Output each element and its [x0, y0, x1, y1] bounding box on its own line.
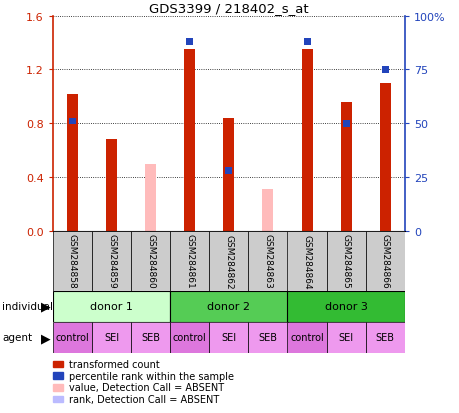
- Bar: [248, 322, 287, 353]
- Bar: [186, 39, 193, 46]
- Bar: [303, 39, 310, 46]
- Text: rank, Detection Call = ABSENT: rank, Detection Call = ABSENT: [68, 394, 218, 404]
- Text: ▶: ▶: [41, 300, 50, 313]
- Bar: [131, 231, 170, 291]
- Bar: [365, 231, 404, 291]
- Bar: [326, 231, 365, 291]
- Bar: [53, 291, 170, 322]
- Text: SEI: SEI: [104, 332, 119, 343]
- Text: donor 1: donor 1: [90, 301, 133, 312]
- Text: donor 2: donor 2: [207, 301, 250, 312]
- Bar: [170, 231, 209, 291]
- Text: percentile rank within the sample: percentile rank within the sample: [68, 371, 233, 381]
- Bar: [170, 322, 209, 353]
- Text: agent: agent: [2, 332, 32, 343]
- Bar: [209, 231, 248, 291]
- Text: transformed count: transformed count: [68, 359, 159, 369]
- Text: SEB: SEB: [375, 332, 394, 343]
- Bar: [365, 322, 404, 353]
- Bar: [67, 95, 78, 231]
- Text: GSM284866: GSM284866: [380, 234, 389, 289]
- Bar: [287, 231, 326, 291]
- Bar: [131, 322, 170, 353]
- Bar: [223, 119, 234, 231]
- Bar: [53, 231, 92, 291]
- Text: GSM284859: GSM284859: [107, 234, 116, 289]
- Bar: [340, 102, 351, 231]
- Text: control: control: [173, 332, 206, 343]
- Bar: [92, 231, 131, 291]
- Text: GSM284863: GSM284863: [263, 234, 272, 289]
- Text: SEB: SEB: [141, 332, 160, 343]
- Text: control: control: [56, 332, 89, 343]
- Title: GDS3399 / 218402_s_at: GDS3399 / 218402_s_at: [149, 2, 308, 15]
- Text: control: control: [290, 332, 323, 343]
- Bar: [170, 291, 287, 322]
- Bar: [225, 168, 232, 175]
- Bar: [287, 322, 326, 353]
- Bar: [69, 119, 76, 125]
- Bar: [106, 140, 117, 231]
- Text: SEB: SEB: [258, 332, 277, 343]
- Text: GSM284864: GSM284864: [302, 234, 311, 288]
- Text: ▶: ▶: [41, 331, 50, 344]
- Bar: [184, 50, 195, 231]
- Text: SEI: SEI: [338, 332, 353, 343]
- Bar: [248, 231, 287, 291]
- Bar: [326, 322, 365, 353]
- Bar: [287, 291, 404, 322]
- Bar: [301, 50, 312, 231]
- Text: donor 3: donor 3: [324, 301, 367, 312]
- Bar: [379, 83, 390, 231]
- Bar: [342, 121, 349, 127]
- Text: GSM284865: GSM284865: [341, 234, 350, 289]
- Text: value, Detection Call = ABSENT: value, Detection Call = ABSENT: [68, 382, 223, 392]
- Bar: [381, 67, 388, 74]
- Text: GSM284862: GSM284862: [224, 234, 233, 288]
- Bar: [92, 322, 131, 353]
- Bar: [209, 322, 248, 353]
- Text: GSM284861: GSM284861: [185, 234, 194, 289]
- Bar: [262, 190, 273, 231]
- Text: GSM284860: GSM284860: [146, 234, 155, 289]
- Bar: [145, 164, 156, 231]
- Bar: [53, 322, 92, 353]
- Text: SEI: SEI: [221, 332, 236, 343]
- Text: individual: individual: [2, 301, 53, 312]
- Text: GSM284858: GSM284858: [68, 234, 77, 289]
